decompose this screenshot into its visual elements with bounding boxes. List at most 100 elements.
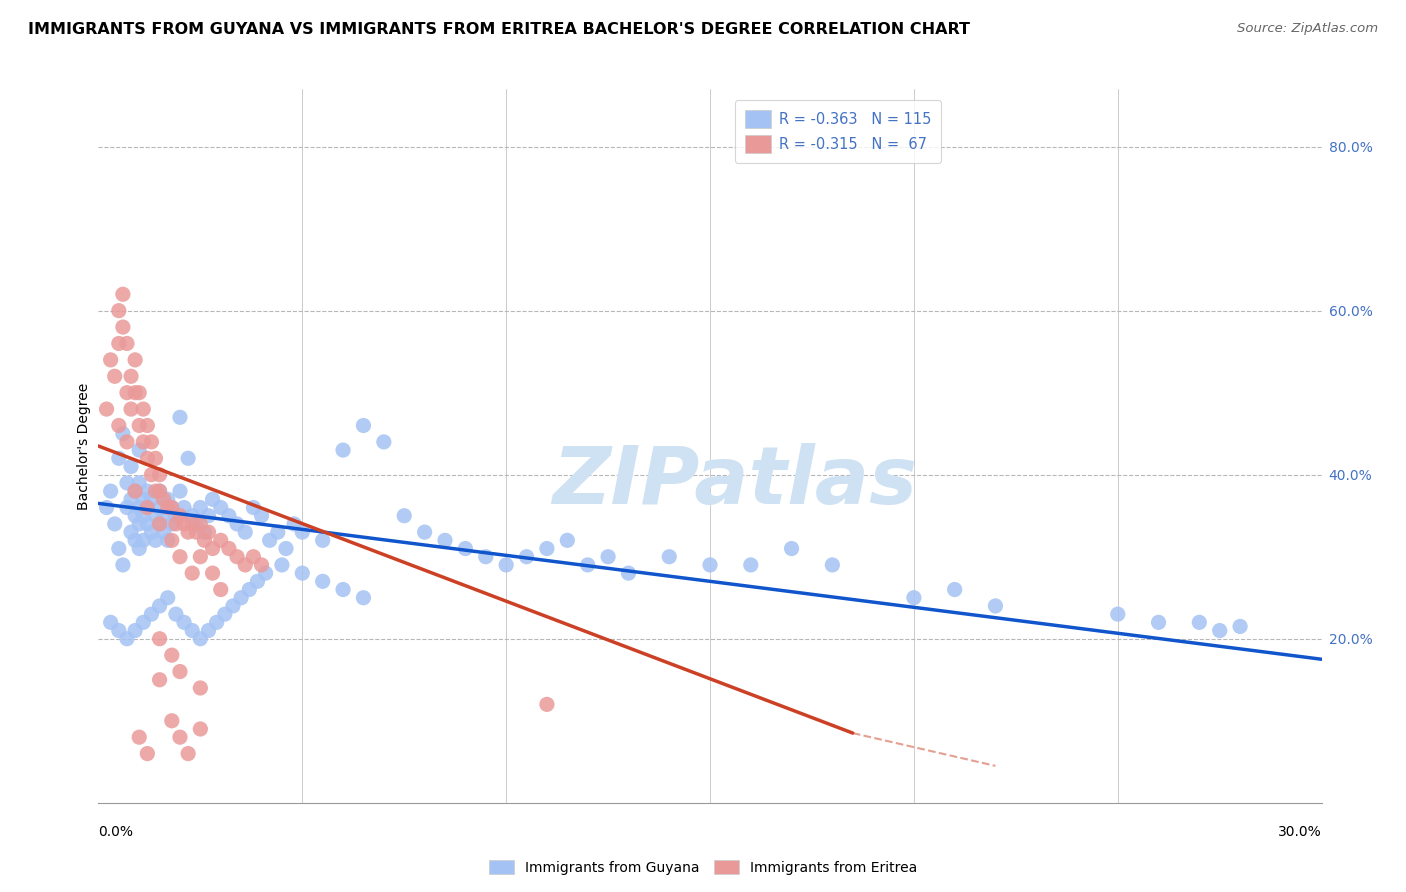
Point xyxy=(177,525,200,540)
Point xyxy=(108,303,131,318)
Point xyxy=(267,525,290,540)
Point xyxy=(177,747,200,761)
Point xyxy=(149,516,172,531)
Point xyxy=(124,484,146,499)
Point xyxy=(259,533,281,548)
Point xyxy=(145,484,167,499)
Point xyxy=(128,730,150,744)
Point xyxy=(156,492,179,507)
Point xyxy=(132,492,155,507)
Point xyxy=(124,385,146,400)
Point xyxy=(218,541,240,556)
Point xyxy=(1107,607,1129,622)
Point xyxy=(188,500,212,515)
Point xyxy=(218,508,240,523)
Point xyxy=(136,451,159,466)
Point xyxy=(943,582,966,597)
Point xyxy=(141,525,163,540)
Point xyxy=(152,492,174,507)
Point xyxy=(132,402,155,417)
Point xyxy=(108,451,131,466)
Point xyxy=(173,500,195,515)
Point xyxy=(197,624,219,638)
Point xyxy=(181,566,204,581)
Point xyxy=(312,574,335,589)
Point xyxy=(115,336,138,351)
Point xyxy=(209,500,232,515)
Point xyxy=(128,475,150,490)
Text: Source: ZipAtlas.com: Source: ZipAtlas.com xyxy=(1237,22,1378,36)
Point xyxy=(352,591,374,605)
Point xyxy=(120,402,142,417)
Point xyxy=(658,549,681,564)
Point xyxy=(156,591,179,605)
Point xyxy=(96,402,118,417)
Point xyxy=(205,615,228,630)
Point xyxy=(173,615,195,630)
Point xyxy=(186,525,208,540)
Point xyxy=(201,541,224,556)
Point xyxy=(149,673,172,687)
Point xyxy=(557,533,579,548)
Point xyxy=(188,549,212,564)
Point xyxy=(516,549,538,564)
Point xyxy=(780,541,803,556)
Point xyxy=(536,541,558,556)
Point xyxy=(108,541,131,556)
Point xyxy=(169,508,191,523)
Point xyxy=(120,369,142,384)
Point xyxy=(242,549,264,564)
Point xyxy=(128,516,150,531)
Point xyxy=(136,418,159,433)
Point xyxy=(598,549,620,564)
Point xyxy=(132,508,155,523)
Point xyxy=(201,566,224,581)
Point xyxy=(201,492,224,507)
Point xyxy=(100,484,122,499)
Point xyxy=(1229,619,1251,633)
Legend: R = -0.363   N = 115, R = -0.315   N =  67: R = -0.363 N = 115, R = -0.315 N = 67 xyxy=(735,100,941,163)
Point xyxy=(165,516,187,531)
Point xyxy=(108,336,131,351)
Point xyxy=(177,451,200,466)
Point xyxy=(111,426,134,441)
Point xyxy=(214,607,236,622)
Point xyxy=(821,558,844,572)
Point xyxy=(120,492,142,507)
Point xyxy=(128,443,150,458)
Point xyxy=(141,492,163,507)
Point xyxy=(188,681,212,695)
Point xyxy=(392,508,416,523)
Point xyxy=(136,500,159,515)
Point xyxy=(115,434,138,449)
Y-axis label: Bachelor's Degree: Bachelor's Degree xyxy=(77,383,91,509)
Point xyxy=(474,549,498,564)
Point xyxy=(149,516,172,531)
Point xyxy=(1209,624,1232,638)
Point xyxy=(699,558,721,572)
Point xyxy=(169,410,191,425)
Point xyxy=(128,385,150,400)
Point xyxy=(149,632,172,646)
Point xyxy=(283,516,305,531)
Legend: Immigrants from Guyana, Immigrants from Eritrea: Immigrants from Guyana, Immigrants from … xyxy=(484,855,922,880)
Point xyxy=(233,558,256,572)
Point xyxy=(617,566,640,581)
Point xyxy=(160,516,183,531)
Point xyxy=(128,418,150,433)
Point xyxy=(149,484,172,499)
Point xyxy=(1188,615,1211,630)
Point xyxy=(115,385,138,400)
Point xyxy=(233,525,256,540)
Point xyxy=(242,500,264,515)
Point xyxy=(197,508,219,523)
Point xyxy=(132,533,155,548)
Point xyxy=(226,516,249,531)
Point xyxy=(903,591,925,605)
Point xyxy=(413,525,436,540)
Point xyxy=(169,665,191,679)
Point xyxy=(124,533,146,548)
Point xyxy=(145,451,167,466)
Point xyxy=(160,648,183,662)
Point xyxy=(124,624,146,638)
